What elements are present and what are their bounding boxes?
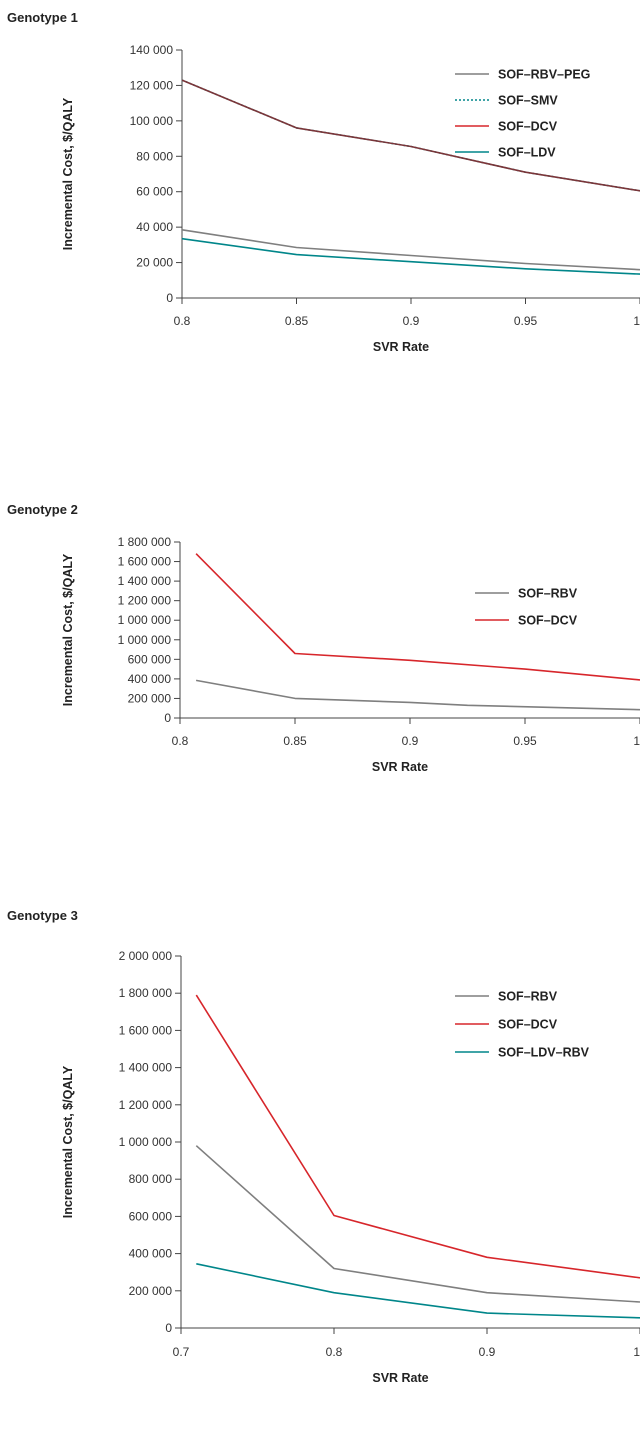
chart-title: Genotype 1 bbox=[7, 10, 78, 25]
y-tick-label: 200 000 bbox=[128, 691, 172, 705]
legend-label: SOF–LDV–RBV bbox=[498, 1046, 590, 1060]
y-tick-label: 1 000 000 bbox=[119, 1135, 173, 1149]
legend-label: SOF–LDV bbox=[498, 146, 556, 160]
series-line bbox=[182, 230, 640, 270]
legend-label: SOF–DCV bbox=[518, 614, 578, 628]
y-tick-label: 1 800 000 bbox=[119, 986, 173, 1000]
y-tick-label: 1 400 000 bbox=[119, 1061, 173, 1075]
x-tick-label: 1 bbox=[633, 314, 640, 328]
x-axis-label: SVR Rate bbox=[372, 1371, 428, 1385]
x-tick-label: 0.95 bbox=[514, 314, 538, 328]
y-tick-label: 400 000 bbox=[129, 1247, 173, 1261]
chart-title: Genotype 2 bbox=[7, 502, 78, 517]
y-axis-label: Incremental Cost, $/QALY bbox=[61, 553, 75, 706]
series-line bbox=[196, 995, 640, 1278]
y-tick-label: 200 000 bbox=[129, 1284, 173, 1298]
x-tick-label: 0.7 bbox=[173, 1345, 190, 1359]
x-tick-label: 0.9 bbox=[479, 1345, 496, 1359]
y-tick-label: 1 600 000 bbox=[118, 555, 172, 569]
y-tick-label: 1 200 000 bbox=[119, 1098, 173, 1112]
legend-label: SOF–RBV bbox=[498, 990, 558, 1004]
x-tick-label: 0.85 bbox=[283, 734, 307, 748]
y-tick-label: 600 000 bbox=[128, 652, 172, 666]
x-tick-label: 0.95 bbox=[513, 734, 537, 748]
x-tick-label: 0.85 bbox=[285, 314, 309, 328]
y-tick-label: 40 000 bbox=[136, 220, 173, 234]
legend-label: SOF–DCV bbox=[498, 120, 558, 134]
y-tick-label: 1 200 000 bbox=[118, 594, 172, 608]
x-tick-label: 1 bbox=[633, 1345, 640, 1359]
x-tick-label: 0.8 bbox=[172, 734, 189, 748]
y-tick-label: 800 000 bbox=[129, 1172, 173, 1186]
y-tick-label: 1 000 000 bbox=[118, 633, 172, 647]
y-tick-label: 2 000 000 bbox=[119, 949, 173, 963]
y-tick-label: 0 bbox=[164, 711, 171, 725]
series-line bbox=[196, 1264, 640, 1318]
y-axis-label: Incremental Cost, $/QALY bbox=[61, 97, 75, 250]
y-tick-label: 1 800 000 bbox=[118, 535, 172, 549]
x-axis-label: SVR Rate bbox=[373, 340, 429, 354]
x-tick-label: 0.8 bbox=[174, 314, 191, 328]
series-line bbox=[182, 80, 640, 191]
y-tick-label: 80 000 bbox=[136, 149, 173, 163]
y-tick-label: 0 bbox=[166, 291, 173, 305]
x-tick-label: 1 bbox=[633, 734, 640, 748]
y-tick-label: 600 000 bbox=[129, 1209, 173, 1223]
legend-label: SOF–DCV bbox=[498, 1018, 558, 1032]
legend-label: SOF–SMV bbox=[498, 94, 558, 108]
chart-title: Genotype 3 bbox=[7, 908, 78, 923]
x-tick-label: 0.8 bbox=[326, 1345, 343, 1359]
x-tick-label: 0.9 bbox=[403, 314, 420, 328]
legend-label: SOF–RBV bbox=[518, 587, 578, 601]
y-tick-label: 60 000 bbox=[136, 185, 173, 199]
y-tick-label: 1 000 000 bbox=[118, 613, 172, 627]
series-line bbox=[182, 80, 640, 191]
series-line bbox=[182, 239, 640, 274]
x-tick-label: 0.9 bbox=[402, 734, 419, 748]
y-tick-label: 20 000 bbox=[136, 256, 173, 270]
series-line bbox=[196, 680, 640, 709]
y-tick-label: 0 bbox=[165, 1321, 172, 1335]
y-tick-label: 400 000 bbox=[128, 672, 172, 686]
y-tick-label: 100 000 bbox=[130, 114, 174, 128]
x-axis-label: SVR Rate bbox=[372, 760, 428, 774]
y-axis-label: Incremental Cost, $/QALY bbox=[61, 1065, 75, 1218]
y-tick-label: 120 000 bbox=[130, 78, 174, 92]
y-tick-label: 140 000 bbox=[130, 43, 174, 57]
y-tick-label: 1 600 000 bbox=[119, 1023, 173, 1037]
legend-label: SOF–RBV–PEG bbox=[498, 68, 590, 82]
y-tick-label: 1 400 000 bbox=[118, 574, 172, 588]
